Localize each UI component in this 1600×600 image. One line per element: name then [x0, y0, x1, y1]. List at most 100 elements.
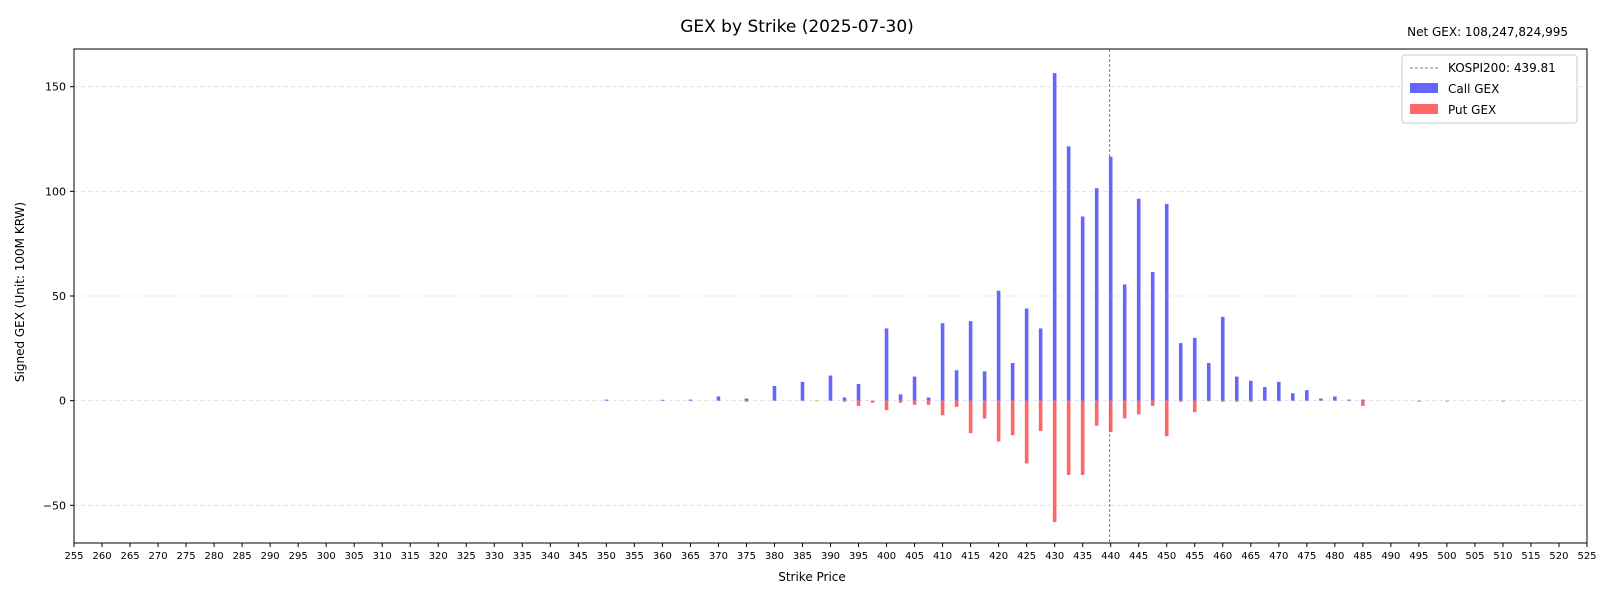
call-gex-bar: [1192, 337, 1197, 401]
call-gex-bar: [1178, 343, 1183, 401]
x-tick-label: 390: [821, 551, 840, 562]
call-gex-bar: [1262, 387, 1267, 401]
x-tick-label: 395: [849, 551, 868, 562]
call-gex-bar: [828, 375, 833, 401]
call-gex-bar: [982, 371, 987, 401]
call-gex-bar: [1291, 393, 1295, 401]
call-gex-bar: [1164, 203, 1169, 401]
put-gex-bar: [968, 400, 973, 434]
put-gex-bar: [912, 400, 917, 405]
call-gex-bar: [926, 397, 931, 401]
put-gex-bar: [1234, 400, 1239, 402]
x-tick-label: 300: [317, 551, 336, 562]
x-tick-label: 515: [1521, 551, 1540, 562]
x-axis-label: Strike Price: [778, 570, 846, 584]
x-tick-label: 305: [345, 551, 364, 562]
call-gex-bar: [1122, 284, 1127, 401]
bars: [604, 73, 1505, 523]
x-tick-label: 470: [1269, 551, 1288, 562]
call-gex-bar: [968, 321, 973, 401]
legend-call-swatch: [1410, 83, 1438, 93]
put-gex-bar: [856, 400, 861, 406]
put-gex-bar: [814, 400, 819, 402]
x-tick-label: 295: [289, 551, 308, 562]
call-gex-bar: [856, 383, 861, 401]
x-tick-label: 485: [1353, 551, 1372, 562]
call-gex-bar: [1319, 398, 1323, 401]
y-tick-label: 150: [45, 81, 66, 94]
x-tick-label: 335: [513, 551, 532, 562]
call-gex-bar: [688, 399, 693, 401]
legend-spot-label: KOSPI200: 439.81: [1448, 61, 1556, 75]
put-gex-bar: [1038, 400, 1043, 432]
x-tick-label: 480: [1325, 551, 1344, 562]
x-tick-label: 370: [709, 551, 728, 562]
x-tick-label: 455: [1185, 551, 1204, 562]
x-tick-label: 475: [1297, 551, 1316, 562]
call-gex-bar: [1361, 399, 1365, 401]
x-tick-label: 330: [485, 551, 504, 562]
x-tick-label: 280: [205, 551, 224, 562]
x-tick-label: 275: [177, 551, 196, 562]
x-tick-label: 315: [401, 551, 420, 562]
x-tick-label: 415: [961, 551, 980, 562]
call-gex-bar: [1094, 188, 1099, 401]
call-gex-bar: [884, 328, 889, 401]
put-gex-bar: [870, 400, 875, 403]
x-tick-label: 320: [429, 551, 448, 562]
x-tick-label: 380: [765, 551, 784, 562]
call-gex-bar: [1080, 216, 1085, 401]
x-tick-label: 450: [1157, 551, 1176, 562]
call-gex-bar: [772, 386, 777, 401]
call-gex-bar: [1024, 308, 1029, 401]
x-tick-label: 285: [233, 551, 252, 562]
call-gex-bar: [744, 398, 749, 401]
y-axis-label: Signed GEX (Unit: 100M KRW): [13, 202, 27, 382]
x-tick-label: 265: [120, 551, 139, 562]
call-gex-bar: [1234, 376, 1239, 401]
x-tick-label: 520: [1549, 551, 1568, 562]
x-tick-label: 420: [989, 551, 1008, 562]
call-gex-bar: [954, 370, 959, 401]
put-gex-bar: [926, 400, 931, 405]
put-gex-bar: [1248, 400, 1253, 402]
put-gex-bar: [1501, 400, 1505, 402]
x-tick-label: 505: [1465, 551, 1484, 562]
x-tick-label: 260: [92, 551, 111, 562]
put-gex-bar: [744, 400, 749, 402]
x-tick-label: 325: [457, 551, 476, 562]
put-gex-bar: [842, 400, 847, 402]
x-tick-label: 435: [1073, 551, 1092, 562]
put-gex-bar: [1445, 400, 1449, 402]
x-tick-label: 365: [681, 551, 700, 562]
x-tick-label: 490: [1381, 551, 1400, 562]
x-tick-label: 350: [597, 551, 616, 562]
x-tick-label: 405: [905, 551, 924, 562]
call-gex-bar: [1220, 316, 1225, 401]
call-gex-bar: [1276, 381, 1281, 401]
net-gex-annotation: Net GEX: 108,247,824,995: [1407, 25, 1568, 39]
call-gex-bar: [716, 396, 721, 401]
x-axis-ticks: 255 260 265 270 275 280 285 290 295 300 305 310 315 3…: [64, 543, 1597, 562]
put-gex-bar: [1080, 400, 1085, 475]
x-tick-label: 445: [1129, 551, 1148, 562]
call-gex-bar: [1248, 380, 1253, 401]
put-gex-bar: [982, 400, 987, 419]
x-tick-label: 525: [1577, 551, 1596, 562]
put-gex-bar: [1178, 400, 1183, 402]
call-gex-bar: [842, 397, 847, 401]
put-gex-bar: [954, 400, 959, 407]
put-gex-bar: [1206, 400, 1211, 402]
legend-box: [1401, 54, 1578, 124]
call-gex-bar: [1066, 146, 1071, 401]
x-tick-label: 410: [933, 551, 952, 562]
x-tick-label: 290: [261, 551, 280, 562]
x-tick-label: 495: [1409, 551, 1428, 562]
x-tick-label: 510: [1493, 551, 1512, 562]
y-tick-label: −50: [43, 499, 66, 512]
put-gex-bar: [1122, 400, 1127, 419]
put-gex-bar: [1052, 400, 1057, 523]
call-gex-bar: [940, 323, 945, 401]
